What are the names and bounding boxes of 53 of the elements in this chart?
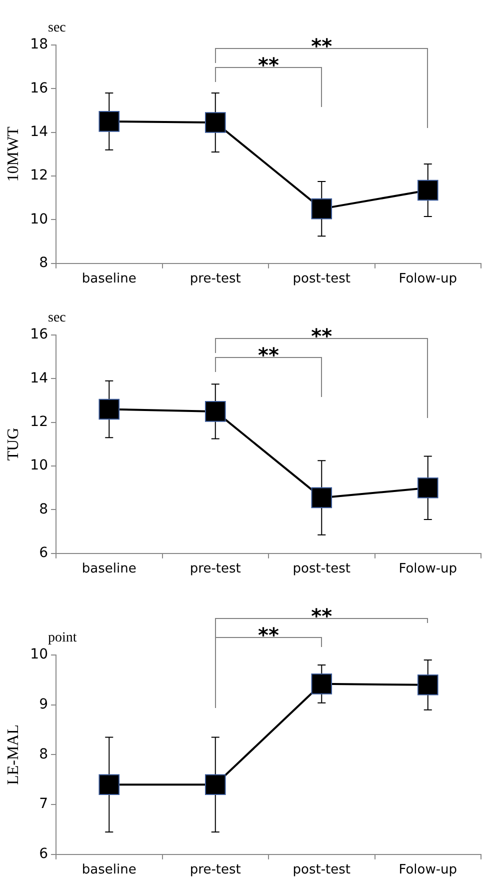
text: point [48,630,77,646]
y-tick-label: 10 [30,211,48,228]
y-tick-label: 9 [39,696,48,712]
x-tick-label: baseline [82,862,136,878]
x-tick-label: pre-test [190,862,241,878]
y-tick-label: 10 [30,458,48,474]
annotation: ** [311,34,333,58]
annotation: ** [258,53,280,78]
y-tick-label: 8 [39,746,48,762]
x-tick-label: Folow-up [398,562,458,577]
text: ** [311,604,333,628]
x-tick-label: pre-test [190,272,241,287]
point [98,774,120,796]
point [311,198,332,220]
text: sec [48,20,66,36]
y-axis-title: LE-MAL [4,724,22,785]
y-tick-label: 7 [39,796,48,812]
y-tick-label: 10 [30,646,48,663]
x-tick-label: post-test [292,272,350,287]
y-tick-label: 6 [39,846,48,862]
point [417,674,438,696]
x-tick-label: baseline [82,272,136,287]
text: ** [258,623,280,648]
x-tick-label: post-test [292,562,350,577]
x-tick-label: post-test [292,862,350,878]
y-tick-label: 14 [30,124,48,140]
point [204,401,226,422]
y-tick-label: 18 [30,36,48,53]
annotation: ** [311,324,333,348]
point [311,674,332,694]
y-axis-title: 10MWT [4,126,22,182]
text: sec [48,310,66,326]
x-tick-label: Folow-up [398,272,458,287]
y-tick-label: 8 [39,255,48,272]
point [204,774,226,796]
point [98,398,120,420]
y-tick-label: 14 [30,370,48,386]
y-axis-title: TUG [4,427,22,461]
y-tick-label: 12 [30,168,48,184]
x-tick-label: pre-test [190,562,241,577]
x-tick-label: baseline [82,562,136,577]
point [311,487,332,508]
point [98,111,120,132]
y-tick-label: 16 [30,326,48,343]
y-tick-label: 12 [30,414,48,430]
y-tick-label: 16 [30,80,48,96]
annotation: ** [258,343,280,368]
y-tick-label: 6 [39,545,48,562]
x-tick-label: Folow-up [398,862,458,878]
point [204,112,226,133]
point [417,477,438,498]
point [417,180,438,201]
y-tick-label: 8 [39,501,48,518]
